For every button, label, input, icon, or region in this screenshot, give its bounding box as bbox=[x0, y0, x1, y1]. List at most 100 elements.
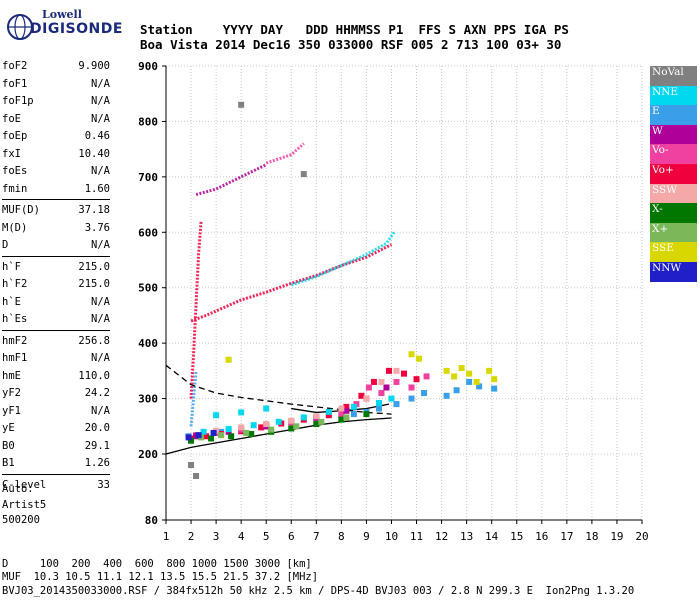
param-label: fxI bbox=[2, 147, 21, 160]
y-tick-label: 400 bbox=[138, 337, 158, 350]
data-point bbox=[243, 429, 250, 436]
param-label: C-level bbox=[2, 478, 47, 491]
data-point bbox=[218, 432, 225, 439]
x-tick-label: 7 bbox=[313, 530, 320, 543]
param-separator bbox=[2, 199, 110, 200]
data-point bbox=[423, 373, 430, 380]
data-point bbox=[443, 392, 450, 399]
param-row: hmF1 N/A bbox=[2, 350, 110, 368]
data-point bbox=[421, 390, 428, 397]
param-label: MUF(D) bbox=[2, 204, 40, 216]
legend-item-x-: X- bbox=[650, 203, 697, 223]
header-row-values: Boa Vista 2014 Dec16 350 033000 RSF 005 … bbox=[140, 37, 562, 52]
logo-line2: DIGISONDE bbox=[30, 21, 123, 37]
footer-distance-row: D 100 200 400 600 800 1000 1500 3000 [km… bbox=[2, 558, 312, 570]
param-row: hmE 110.0 bbox=[2, 368, 110, 386]
param-value: N/A bbox=[91, 313, 110, 325]
data-point bbox=[375, 400, 382, 407]
x-tick-label: 5 bbox=[263, 530, 270, 543]
data-point bbox=[365, 384, 372, 391]
logo-line1: Lowell bbox=[42, 8, 82, 21]
param-label: yF2 bbox=[2, 387, 21, 399]
legend-item-w: W bbox=[650, 124, 697, 145]
param-row: yF1 N/A bbox=[2, 403, 110, 421]
header-row-labels: Station YYYY DAY DDD HHMMSS P1 FFS S AXN… bbox=[140, 22, 569, 37]
data-point bbox=[350, 411, 357, 418]
data-point bbox=[325, 412, 332, 419]
param-row: yF2 24.2 bbox=[2, 385, 110, 403]
data-point bbox=[238, 424, 245, 431]
data-point bbox=[416, 355, 423, 362]
x-tick-label: 13 bbox=[460, 530, 473, 543]
param-label: yE bbox=[2, 422, 15, 434]
param-value: 215.0 bbox=[78, 278, 110, 290]
data-point bbox=[476, 383, 483, 390]
data-point bbox=[443, 367, 450, 374]
y-tick-label: 700 bbox=[138, 171, 158, 184]
param-value: 37.18 bbox=[78, 204, 110, 216]
param-row: M(D) 3.76 bbox=[2, 220, 110, 238]
param-label: B0 bbox=[2, 439, 15, 452]
param-separator bbox=[2, 473, 110, 475]
data-point bbox=[258, 424, 265, 431]
x-tick-label: 17 bbox=[560, 530, 573, 543]
echo-points bbox=[185, 101, 498, 479]
param-label: foEp bbox=[2, 130, 28, 142]
x-tick-label: 20 bbox=[635, 530, 648, 543]
param-row: h`Es N/A bbox=[2, 311, 110, 329]
param-label: M(D) bbox=[2, 221, 28, 234]
param-separator bbox=[2, 255, 110, 257]
param-label: B1 bbox=[2, 457, 15, 469]
param-value: 0.46 bbox=[84, 130, 110, 142]
param-value: N/A bbox=[91, 239, 110, 251]
param-value: N/A bbox=[91, 95, 110, 107]
param-value: N/A bbox=[91, 352, 110, 364]
x-tick-label: 1 bbox=[163, 530, 170, 543]
param-value: 256.8 bbox=[78, 334, 110, 347]
data-point bbox=[486, 367, 493, 374]
data-point bbox=[393, 367, 400, 374]
data-point bbox=[288, 425, 295, 432]
param-row: MUF(D) 37.18 bbox=[2, 202, 110, 220]
param-value: 20.0 bbox=[84, 422, 110, 434]
data-point bbox=[288, 417, 295, 424]
param-label: h`E bbox=[2, 295, 21, 308]
y-tick-label: 200 bbox=[138, 448, 158, 461]
data-point bbox=[275, 418, 282, 425]
param-label: hmF2 bbox=[2, 334, 28, 347]
data-point bbox=[238, 101, 245, 108]
x-tick-label: 6 bbox=[288, 530, 295, 543]
param-row: foEp 0.46 bbox=[2, 128, 110, 146]
data-point bbox=[203, 433, 210, 440]
param-value: 215.0 bbox=[78, 260, 110, 273]
data-point bbox=[228, 433, 235, 440]
legend-item-nnw: NNW bbox=[650, 261, 697, 282]
data-point bbox=[408, 351, 415, 358]
param-label: h`F bbox=[2, 260, 21, 273]
param-row: fxI 10.40 bbox=[2, 146, 110, 164]
auto-scaling-info: Auto: Artist5 500200 bbox=[2, 482, 46, 529]
auto-software: Artist5 bbox=[2, 498, 47, 511]
scaled-parameters-panel: foF2 9.900 foF1 N/A foF1p N/A foE N/A foEp 0.46 fx… bbox=[2, 58, 110, 494]
legend-item-vo-: Vo+ bbox=[650, 163, 697, 184]
param-value: 10.40 bbox=[78, 147, 110, 160]
data-point bbox=[210, 429, 217, 436]
echo-trace bbox=[189, 370, 198, 427]
param-row: B1 1.26 bbox=[2, 455, 110, 473]
data-point bbox=[363, 395, 370, 402]
param-row: fmin 1.60 bbox=[2, 181, 110, 199]
echo-trace bbox=[189, 221, 203, 399]
x-tick-label: 12 bbox=[435, 530, 448, 543]
param-value: 1.60 bbox=[84, 182, 110, 195]
param-label: foF1p bbox=[2, 95, 34, 107]
globe-icon bbox=[7, 14, 33, 40]
data-point bbox=[213, 412, 220, 419]
x-tick-label: 10 bbox=[385, 530, 398, 543]
y-tick-label: 600 bbox=[138, 226, 158, 239]
data-point bbox=[263, 405, 270, 412]
echo-trace bbox=[265, 142, 305, 165]
legend-item-sse: SSE bbox=[650, 242, 697, 262]
y-tick-label: 800 bbox=[138, 115, 158, 128]
data-point bbox=[325, 408, 332, 415]
data-point bbox=[473, 378, 480, 385]
